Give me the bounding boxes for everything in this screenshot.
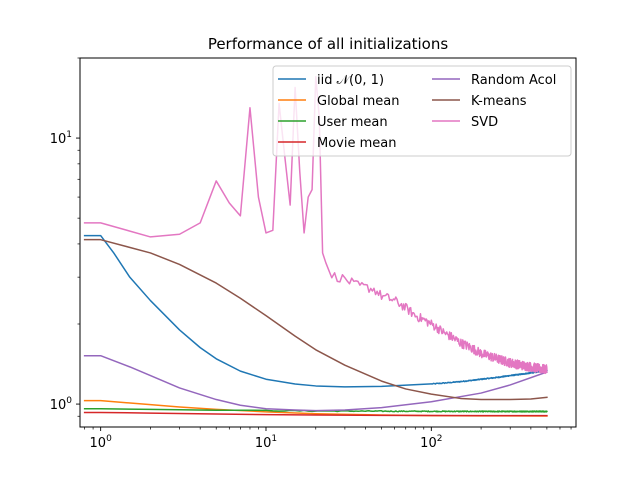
y-tick-label-0: 100 <box>50 396 73 413</box>
legend-label-4: Random Acol <box>471 73 556 88</box>
series-line-0 <box>83 234 548 388</box>
x-tick-label-2: 102 <box>420 434 442 451</box>
series-line-2 <box>83 408 548 413</box>
legend: iid 𝒩(0, 1) Global mean User mean Movie mea… <box>272 65 572 157</box>
legend-label-6: SVD <box>471 115 498 130</box>
legend-label-3: Movie mean <box>317 136 396 151</box>
legend-label-2: User mean <box>317 115 388 130</box>
series-line-3 <box>83 411 548 417</box>
legend-box <box>272 65 572 157</box>
legend-label-5: K-means <box>471 94 527 109</box>
x-tick-label-0: 100 <box>90 434 113 451</box>
series-line-4 <box>83 354 548 412</box>
legend-label-1: Global mean <box>317 94 399 109</box>
axis-ticks: 100 101 102 100 101 <box>50 57 572 451</box>
plot-frame <box>79 57 577 428</box>
series-lines <box>83 76 548 417</box>
series-line-6 <box>83 76 548 375</box>
chart-title: Performance of all initializations <box>208 35 449 53</box>
x-tick-label-1: 101 <box>255 434 277 451</box>
series-line-5 <box>83 238 548 401</box>
legend-label-0: iid 𝒩(0, 1) <box>317 73 384 88</box>
y-tick-label-1: 101 <box>50 130 72 147</box>
